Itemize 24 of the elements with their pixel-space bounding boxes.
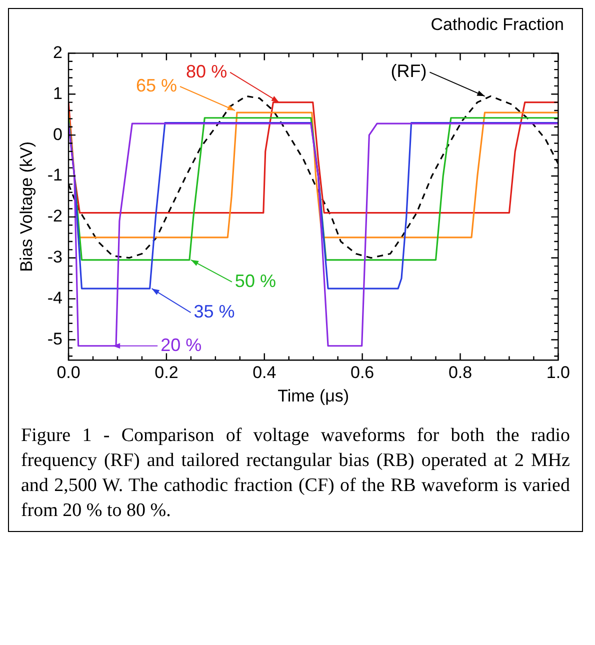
annotation: 50 %	[234, 270, 276, 291]
y-tick-label: -4	[47, 288, 63, 308]
annotation: 65 %	[136, 75, 178, 96]
y-tick-label: -1	[47, 166, 63, 185]
y-tick-label: -2	[47, 206, 63, 226]
y-tick-label: -3	[47, 248, 63, 267]
y-tick-label: 0	[53, 124, 63, 144]
x-tick-label: 0.0	[56, 363, 80, 382]
x-axis-title: Time (μs)	[278, 386, 350, 406]
annotation: (RF)	[390, 61, 427, 82]
y-tick-label: 2	[53, 42, 63, 62]
x-tick-label: 1.0	[546, 363, 570, 382]
caption: Figure 1 - Comparison of voltage waveforms for both the radio frequency (RF) and tailored rectangular bias (RB) operated at 2 MHz and 2,500 W. The cathodic fraction (CF) of the RB waveform is varied from 20 % to 80 %.	[20, 424, 571, 523]
x-tick-label: 0.8	[448, 363, 472, 382]
y-tick-label: 1	[53, 84, 63, 103]
annotation: 35 %	[194, 302, 235, 322]
y-axis-title: Bias Voltage (kV)	[16, 141, 36, 272]
x-tick-label: 0.2	[154, 363, 178, 382]
y-tick-label: -5	[47, 329, 63, 348]
x-tick-label: 0.6	[350, 363, 374, 382]
text: Cathodic Fraction	[430, 15, 565, 36]
x-tick-label: 0.4	[252, 363, 276, 382]
annotation: 80 %	[186, 61, 228, 82]
annotation: 20 %	[160, 334, 202, 355]
